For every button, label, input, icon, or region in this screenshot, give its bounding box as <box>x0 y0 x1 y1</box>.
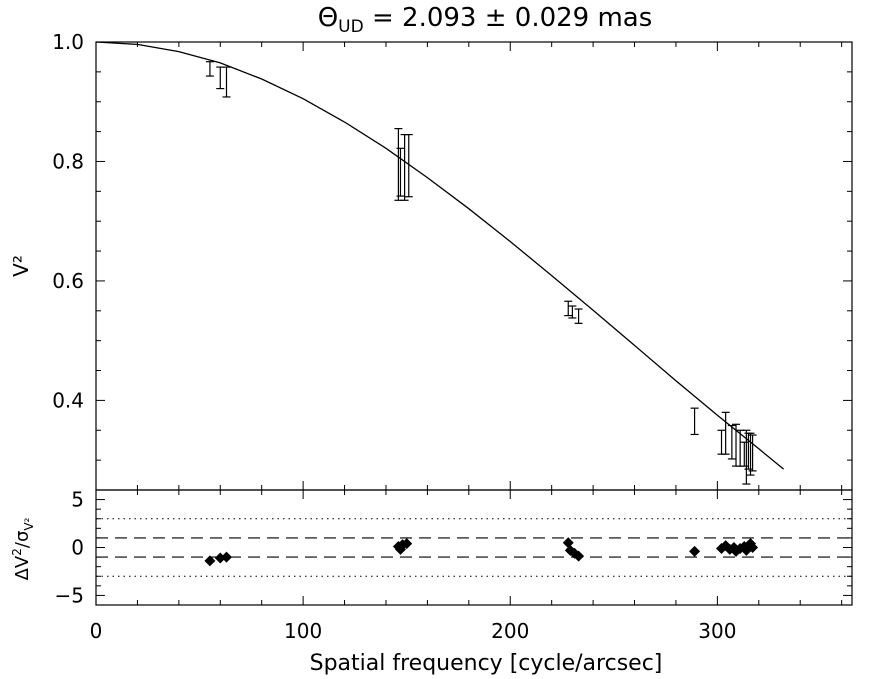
residual-point <box>401 538 413 550</box>
error-bar <box>404 133 413 198</box>
y-axis-label-residual: ΔV2/σV² <box>10 517 36 580</box>
error-bar <box>400 133 409 201</box>
residual-point <box>220 551 232 563</box>
error-bar <box>746 432 755 476</box>
error-bar <box>740 441 749 467</box>
y-tick-label: −5 <box>55 583 84 607</box>
y-axis-label-v2: V² <box>9 255 33 277</box>
y-tick-label: 5 <box>71 488 84 512</box>
error-bar <box>742 429 751 485</box>
error-bar <box>205 61 214 77</box>
title-subscript: UD <box>338 17 364 37</box>
y-tick-label: 0.6 <box>52 269 84 293</box>
error-bar <box>690 407 699 436</box>
title-theta: Θ <box>318 3 338 33</box>
error-bar <box>396 147 405 197</box>
error-bar <box>717 429 726 455</box>
error-bar <box>394 128 403 201</box>
v2-plot-frame <box>95 41 853 491</box>
error-bar <box>721 411 730 455</box>
x-tick-label: 100 <box>284 619 322 643</box>
y-tick-label: 0 <box>71 536 84 560</box>
y-tick-label: 0.4 <box>52 388 84 412</box>
title-value: = 2.093 ± 0.029 mas <box>364 3 653 33</box>
error-bar <box>568 305 577 319</box>
residual-point <box>689 545 701 557</box>
x-tick-label: 300 <box>698 619 736 643</box>
y-tick-label: 1.0 <box>52 30 84 54</box>
error-bar <box>727 424 736 460</box>
residual-point <box>573 550 585 562</box>
error-bar <box>748 434 757 472</box>
v2-panel: 0.4 0.6 0.8 1.0 <box>52 30 853 491</box>
error-bar <box>216 66 225 90</box>
error-bar <box>574 308 583 324</box>
error-bar <box>564 300 573 317</box>
error-bar <box>222 66 231 98</box>
residual-point <box>204 555 216 567</box>
y-tick-label: 0.8 <box>52 149 84 173</box>
model-curve <box>95 41 785 470</box>
chart-title: ΘUD = 2.093 ± 0.029 mas <box>318 3 653 37</box>
residual-point <box>562 537 574 549</box>
x-tick-label: 200 <box>491 619 529 643</box>
residual-point <box>747 542 759 553</box>
x-axis-label: Spatial frequency [cycle/arcsec] <box>310 651 663 676</box>
x-tick-label: 0 <box>90 619 103 643</box>
